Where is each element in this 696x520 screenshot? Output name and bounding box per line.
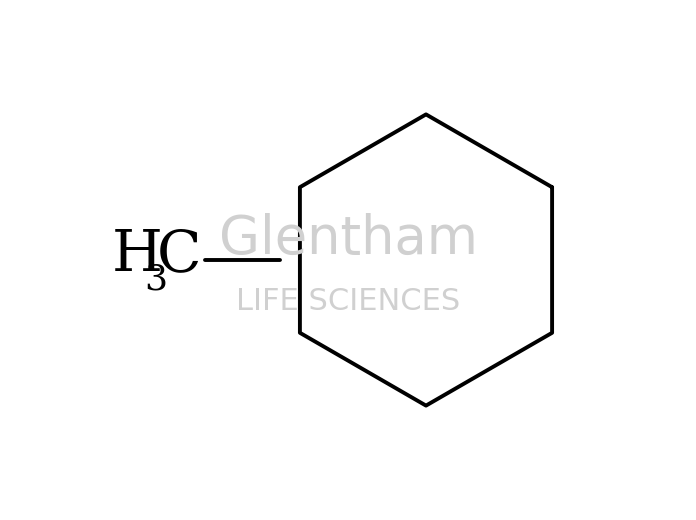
Text: Glentham: Glentham xyxy=(219,213,477,265)
Text: H: H xyxy=(111,227,162,283)
Text: LIFE SCIENCES: LIFE SCIENCES xyxy=(236,287,460,316)
Text: 3: 3 xyxy=(144,263,167,297)
Text: C: C xyxy=(157,227,201,283)
